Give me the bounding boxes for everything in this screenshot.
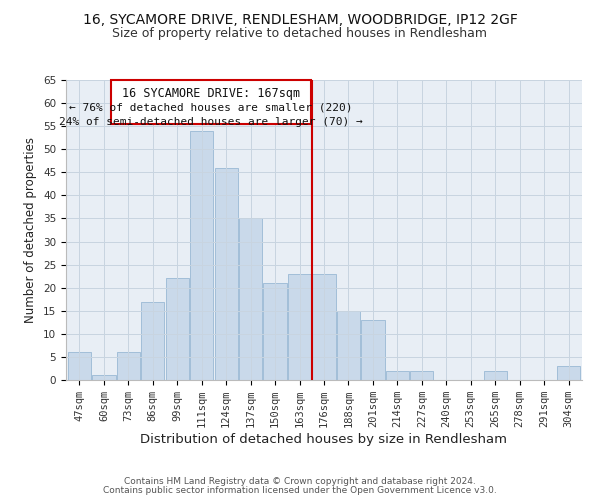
Y-axis label: Number of detached properties: Number of detached properties xyxy=(25,137,37,323)
Bar xyxy=(288,274,311,380)
Text: ← 76% of detached houses are smaller (220): ← 76% of detached houses are smaller (22… xyxy=(69,102,353,112)
Bar xyxy=(337,311,360,380)
Bar xyxy=(141,302,164,380)
Bar xyxy=(386,371,409,380)
FancyBboxPatch shape xyxy=(111,80,311,124)
Text: Size of property relative to detached houses in Rendlesham: Size of property relative to detached ho… xyxy=(113,28,487,40)
Bar xyxy=(117,352,140,380)
Bar xyxy=(239,218,262,380)
Bar xyxy=(263,283,287,380)
Bar xyxy=(92,376,116,380)
Bar xyxy=(557,366,580,380)
Bar xyxy=(166,278,189,380)
Text: 16, SYCAMORE DRIVE, RENDLESHAM, WOODBRIDGE, IP12 2GF: 16, SYCAMORE DRIVE, RENDLESHAM, WOODBRID… xyxy=(83,12,517,26)
Text: Contains public sector information licensed under the Open Government Licence v3: Contains public sector information licen… xyxy=(103,486,497,495)
Bar xyxy=(215,168,238,380)
Bar xyxy=(313,274,335,380)
Text: Contains HM Land Registry data © Crown copyright and database right 2024.: Contains HM Land Registry data © Crown c… xyxy=(124,477,476,486)
Text: 16 SYCAMORE DRIVE: 167sqm: 16 SYCAMORE DRIVE: 167sqm xyxy=(122,87,300,100)
Bar xyxy=(484,371,507,380)
Bar xyxy=(361,320,385,380)
Bar xyxy=(190,131,214,380)
Text: 24% of semi-detached houses are larger (70) →: 24% of semi-detached houses are larger (… xyxy=(59,117,363,127)
Bar xyxy=(68,352,91,380)
Bar xyxy=(410,371,433,380)
X-axis label: Distribution of detached houses by size in Rendlesham: Distribution of detached houses by size … xyxy=(140,433,508,446)
